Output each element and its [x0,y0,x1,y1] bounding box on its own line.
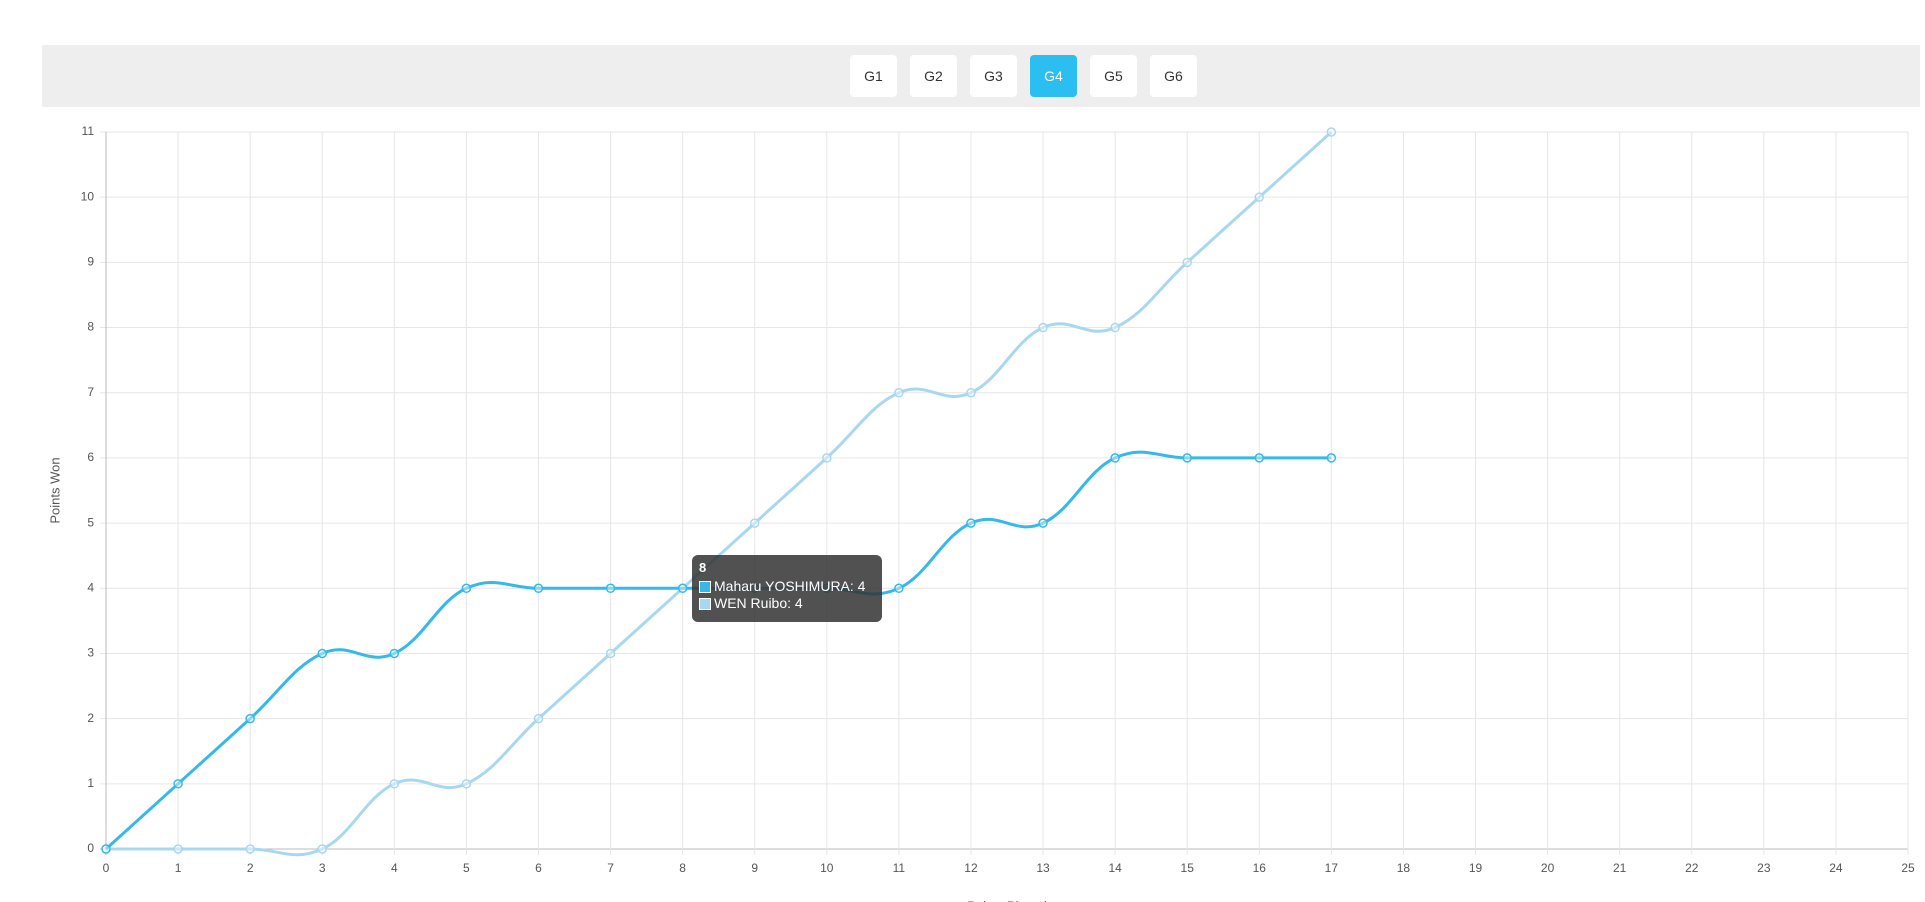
y-tick-label: 8 [87,320,94,334]
game-tab[interactable]: G6 [1150,55,1197,97]
data-point [822,453,832,463]
x-tick-label: 24 [1829,861,1843,875]
tooltip-swatch [699,597,711,610]
x-tick-label: 23 [1757,861,1771,875]
y-tick-label: 5 [87,515,94,529]
data-point [894,583,904,594]
game-tab[interactable]: G5 [1090,55,1137,97]
data-point [894,387,904,398]
data-point [966,518,976,528]
x-tick-label: 13 [1036,861,1050,875]
x-tick-label: 10 [820,861,834,875]
x-tick-label: 15 [1181,861,1195,875]
x-tick-label: 2 [247,861,254,875]
x-tick-label: 16 [1253,861,1267,875]
tooltip-line: Maharu YOSHIMURA: 4 [699,578,875,595]
y-tick-label: 10 [81,189,95,203]
data-point [1326,453,1337,463]
y-tick-label: 1 [87,776,94,790]
data-point [1038,518,1048,528]
tooltip-text: WEN Ruibo: 4 [714,595,803,611]
tooltip-title: 8 [699,560,707,575]
x-tick-label: 11 [893,861,906,875]
x-tick-label: 25 [1901,861,1915,875]
y-tick-label: 7 [87,385,94,399]
game-tab[interactable]: G2 [910,55,957,97]
x-tick-label: 5 [463,861,470,875]
data-point [317,648,327,659]
x-tick-label: 19 [1469,861,1483,875]
data-point [1038,322,1048,333]
series-line [104,450,1332,851]
data-point [461,779,472,789]
data-point [966,387,976,398]
x-tick-label: 18 [1397,861,1411,875]
y-tick-label: 6 [87,450,94,464]
x-tick-label: 7 [607,861,614,875]
x-tick-label: 22 [1685,861,1699,875]
x-tick-label: 6 [535,861,542,875]
x-tick-label: 12 [964,861,978,875]
tooltip: 8 Maharu YOSHIMURA: 4 WEN Ruibo: 4 [692,555,882,622]
data-point [317,844,327,854]
x-tick-label: 21 [1613,861,1627,875]
y-tick-label: 11 [82,124,95,138]
data-point [389,779,400,789]
x-tick-label: 20 [1541,861,1555,875]
game-tab[interactable]: G3 [970,55,1017,97]
data-point [1110,322,1120,333]
tooltip-text: Maharu YOSHIMURA: 4 [714,578,866,594]
data-point [1182,453,1192,463]
x-tick-label: 8 [679,861,686,875]
data-point [1254,192,1265,202]
tooltip-line: WEN Ruibo: 4 [699,595,875,612]
y-tick-label: 2 [87,711,94,725]
y-tick-label: 9 [87,255,94,269]
data-point [1110,453,1120,463]
y-tick-label: 4 [87,580,94,594]
x-tick-label: 3 [319,861,326,875]
data-point [605,648,616,659]
x-tick-label: 17 [1325,861,1339,875]
data-point [1326,127,1337,137]
x-tick-label: 9 [751,861,758,875]
x-tick-label: 4 [391,861,398,875]
y-axis-label: Points Won [47,457,62,523]
data-point [533,713,544,724]
tooltip-swatch [699,580,711,593]
data-point [173,779,183,789]
data-point [173,844,183,854]
data-point [389,648,400,659]
y-tick-label: 0 [87,841,94,855]
data-point [533,583,544,594]
data-point [1182,257,1192,268]
x-tick-label: 1 [175,861,182,875]
game-tab[interactable]: G4 [1030,55,1077,97]
data-point [245,713,255,724]
y-tick-label: 3 [87,646,94,660]
data-point [749,518,760,528]
data-point [245,844,255,854]
data-point [101,844,111,854]
data-point [1254,453,1265,463]
x-tick-label: 0 [103,861,110,875]
series-line [105,130,1333,857]
game-tab-bar: G1 G2 G3 G4 G5 G6 [42,45,1920,107]
tabs: G1 G2 G3 G4 G5 G6 [850,55,1197,97]
data-point [605,583,616,594]
x-axis-label: Points Played [967,898,1047,902]
game-tab[interactable]: G1 [850,55,897,97]
x-tick-label: 14 [1108,861,1122,875]
data-point [677,583,688,594]
data-point [461,583,472,594]
